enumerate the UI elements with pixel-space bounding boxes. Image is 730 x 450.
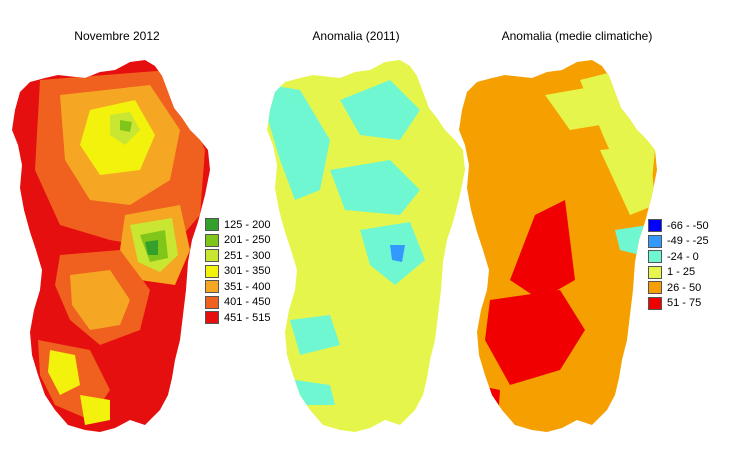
legend-label: -66 - -50 — [667, 219, 709, 232]
legend-item: -24 - 0 — [648, 249, 709, 265]
swatch-301-350 — [205, 264, 219, 278]
swatch-26-50 — [648, 281, 662, 295]
legend-label: 125 - 200 — [224, 218, 271, 231]
legend-label: 451 - 515 — [224, 311, 271, 324]
legend-label: 51 - 75 — [667, 297, 702, 310]
swatch-neg24-0 — [648, 250, 662, 264]
swatch-51-75 — [648, 296, 662, 310]
swatch-125-200 — [205, 218, 219, 232]
swatch-201-250 — [205, 233, 219, 247]
panel-title-anomalia-medie: Anomalia (medie climatiche) — [501, 29, 653, 43]
map-novembre-2012 — [12, 60, 210, 432]
legend-item: 51 - 75 — [648, 296, 709, 312]
legend-label: 301 - 350 — [224, 265, 271, 278]
legend-item: 1 - 25 — [648, 265, 709, 281]
legend-item: 251 - 300 — [205, 248, 270, 264]
legend-label: -24 - 0 — [667, 250, 699, 263]
map-anomalia-medie — [459, 60, 657, 432]
swatch-351-400 — [205, 280, 219, 294]
panel-title-anomalia-2011: Anomalia (2011) — [312, 29, 400, 43]
legend-item: 201 - 250 — [205, 233, 270, 249]
swatch-251-300 — [205, 249, 219, 263]
swatch-neg49-neg25 — [648, 234, 662, 248]
legend-label: -49 - -25 — [667, 235, 709, 248]
legend-anomalia: -66 - -50 -49 - -25 -24 - 0 1 - 25 26 - … — [648, 218, 709, 311]
legend-label: 351 - 400 — [224, 280, 271, 293]
legend-label: 401 - 450 — [224, 296, 271, 309]
swatch-1-25 — [648, 265, 662, 279]
legend-novembre-2012: 125 - 200 201 - 250 251 - 300 301 - 350 … — [205, 217, 270, 326]
legend-item: 26 - 50 — [648, 280, 709, 296]
legend-label: 251 - 300 — [224, 249, 271, 262]
legend-item: 401 - 450 — [205, 295, 270, 311]
legend-item: 351 - 400 — [205, 279, 270, 295]
swatch-401-450 — [205, 295, 219, 309]
legend-label: 1 - 25 — [667, 266, 696, 279]
legend-item: -66 - -50 — [648, 218, 709, 234]
legend-label: 26 - 50 — [667, 281, 702, 294]
legend-item: 301 - 350 — [205, 264, 270, 280]
panel-title-novembre-2012: Novembre 2012 — [74, 29, 160, 43]
swatch-neg66-neg50 — [648, 219, 662, 233]
legend-label: 201 - 250 — [224, 234, 271, 247]
legend-item: -49 - -25 — [648, 234, 709, 250]
legend-item: 451 - 515 — [205, 310, 270, 326]
map-anomalia-2011 — [267, 60, 465, 432]
swatch-451-515 — [205, 311, 219, 325]
legend-item: 125 - 200 — [205, 217, 270, 233]
